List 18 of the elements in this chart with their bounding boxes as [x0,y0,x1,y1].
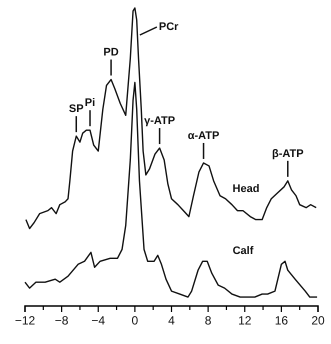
x-tick-label: −8 [54,314,69,328]
x-tick-label: 16 [274,314,288,328]
annotation: γ-ATP [144,115,176,128]
x-tick-label: 0 [132,314,139,328]
x-tick-label: −4 [91,314,106,328]
annotation: β-ATP [272,148,304,160]
x-tick-label: 12 [238,314,252,328]
series-label: Head [232,183,260,195]
x-tick-label: 8 [204,314,212,328]
x-tick-label: 4 [168,314,176,328]
text: Calf [232,245,254,257]
annotation: PCr [158,21,180,33]
annotation: α-ATP [188,130,220,142]
annotation: SP [68,103,84,116]
x-tick-label: 20 [311,314,325,328]
annotation: Pi [84,97,96,110]
annotation: PD [103,46,119,59]
x-tick-label: −12 [14,314,36,328]
